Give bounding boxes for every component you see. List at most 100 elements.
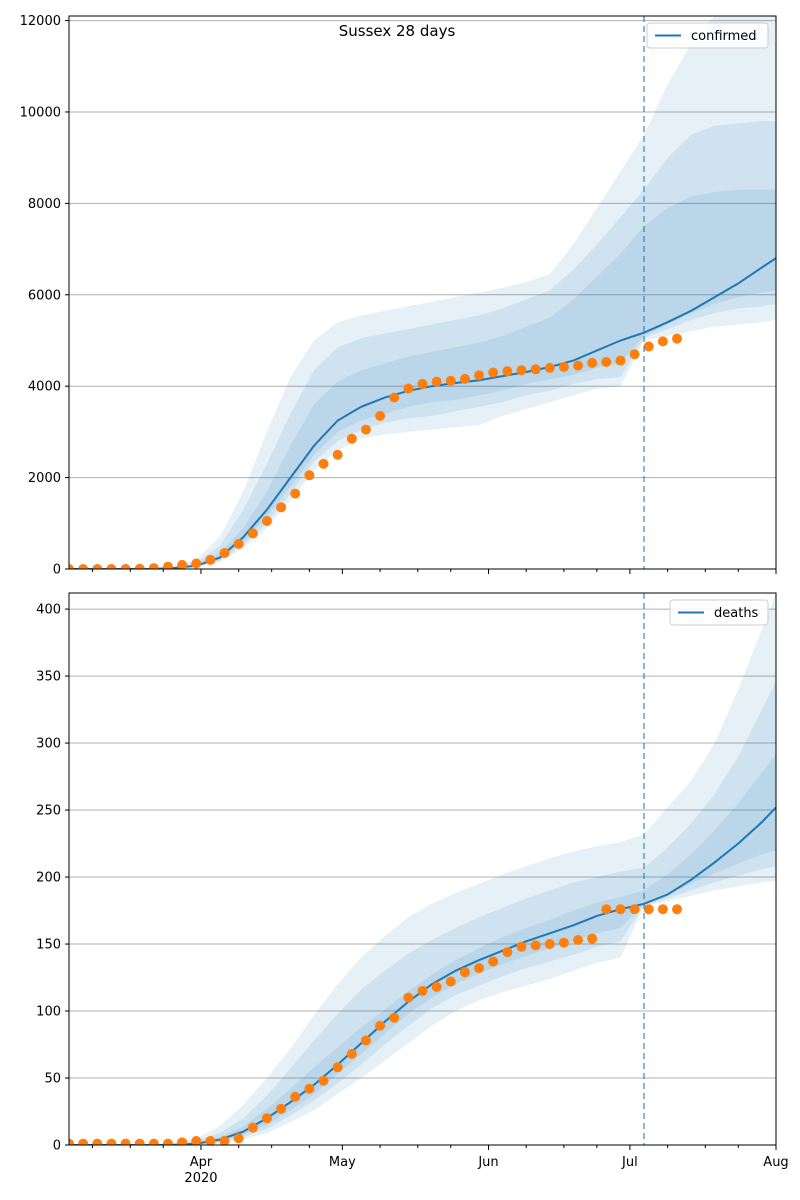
observed-point <box>657 336 668 347</box>
observed-point <box>290 1091 301 1102</box>
y-tick-label: 300 <box>36 737 61 752</box>
observed-point <box>78 1138 89 1145</box>
y-tick-label: 8000 <box>28 197 61 212</box>
observed-point <box>643 904 654 915</box>
uncertainty-band-2 <box>69 121 776 569</box>
observed-point <box>558 937 569 948</box>
observed-point <box>403 992 414 1003</box>
observed-point <box>318 458 329 469</box>
observed-point <box>615 904 626 915</box>
observed-point <box>205 1135 216 1145</box>
observed-point <box>488 956 499 967</box>
observed-point <box>544 362 555 373</box>
observed-point <box>389 1012 400 1023</box>
y-tick-label: 4000 <box>28 380 61 395</box>
observed-point <box>502 947 513 958</box>
observed-point <box>69 1138 74 1145</box>
observed-point <box>417 985 428 996</box>
observed-point <box>261 516 272 527</box>
observed-point <box>120 1138 131 1145</box>
observed-point <box>92 564 103 569</box>
observed-point <box>162 1138 173 1145</box>
observed-point <box>290 488 301 499</box>
observed-point <box>530 364 541 375</box>
observed-point <box>474 370 485 381</box>
observed-point <box>672 904 683 915</box>
x-tick-sublabel: 2020 <box>184 1171 217 1186</box>
observed-point <box>459 967 470 978</box>
observed-point <box>488 367 499 378</box>
legend-box <box>669 599 769 626</box>
observed-point <box>276 502 287 513</box>
observed-point <box>318 1075 329 1086</box>
observed-point <box>247 1122 258 1133</box>
observed-point <box>219 1135 230 1145</box>
legend-label: confirmed <box>691 29 757 44</box>
observed-point <box>191 558 202 569</box>
observed-point <box>459 373 470 384</box>
y-tick-label: 0 <box>53 1139 61 1154</box>
y-tick-label: 100 <box>36 1005 61 1020</box>
observed-point <box>516 941 527 952</box>
x-tick-label: May <box>329 1155 356 1170</box>
observed-point <box>191 1135 202 1145</box>
observed-point <box>304 1083 315 1094</box>
observed-point <box>445 375 456 386</box>
uncertainty-band-1 <box>69 16 776 569</box>
legend-box <box>646 22 769 49</box>
observed-point <box>134 563 145 569</box>
y-tick-label: 10000 <box>20 105 61 120</box>
observed-point <box>106 564 117 569</box>
observed-point <box>247 528 258 539</box>
x-tick-label: Aug <box>763 1155 788 1170</box>
observed-point <box>431 376 442 387</box>
observed-point <box>177 559 188 569</box>
observed-point <box>530 940 541 951</box>
observed-point <box>233 1133 244 1144</box>
y-tick-label: 150 <box>36 938 61 953</box>
observed-point <box>643 341 654 352</box>
panel-confirmed: 0 2000 4000 6000 8000 10000 12000 confirmed <box>20 14 777 578</box>
y-tick-label: 12000 <box>20 14 61 29</box>
observed-point <box>205 554 216 565</box>
observed-point <box>629 904 640 915</box>
x-tick-label: Jun <box>477 1155 498 1170</box>
observed-point <box>346 1048 357 1059</box>
y-tick-label: 350 <box>36 670 61 685</box>
legend: confirmed <box>646 22 769 49</box>
observed-point <box>445 976 456 987</box>
observed-point <box>177 1137 188 1145</box>
observed-point <box>403 383 414 394</box>
observed-point <box>601 904 612 915</box>
median-line <box>69 806 776 1145</box>
observed-point <box>148 563 159 569</box>
observed-point <box>587 357 598 368</box>
observed-point <box>106 1138 117 1145</box>
y-tick-label: 200 <box>36 871 61 886</box>
plot-area <box>69 16 776 569</box>
observed-point <box>360 1035 371 1046</box>
observed-point <box>544 939 555 950</box>
y-tick-label: 6000 <box>28 288 61 303</box>
observed-point <box>558 361 569 372</box>
observed-point <box>148 1138 159 1145</box>
legend: deaths <box>669 599 769 626</box>
observed-point <box>389 392 400 403</box>
y-tick-label: 250 <box>36 804 61 819</box>
observed-point <box>516 365 527 376</box>
figure-title: Sussex 28 days <box>339 22 456 40</box>
plot-area <box>69 593 776 1145</box>
observed-point <box>346 433 357 444</box>
y-tick-label: 2000 <box>28 471 61 486</box>
observed-point <box>276 1103 287 1114</box>
y-tick-label: 400 <box>36 603 61 618</box>
observed-point <box>573 935 584 946</box>
uncertainty-band-1 <box>69 593 776 1145</box>
observed-point <box>360 424 371 435</box>
observed-point <box>615 355 626 366</box>
x-tick-label: Jul <box>621 1155 638 1170</box>
observed-point <box>78 564 89 569</box>
